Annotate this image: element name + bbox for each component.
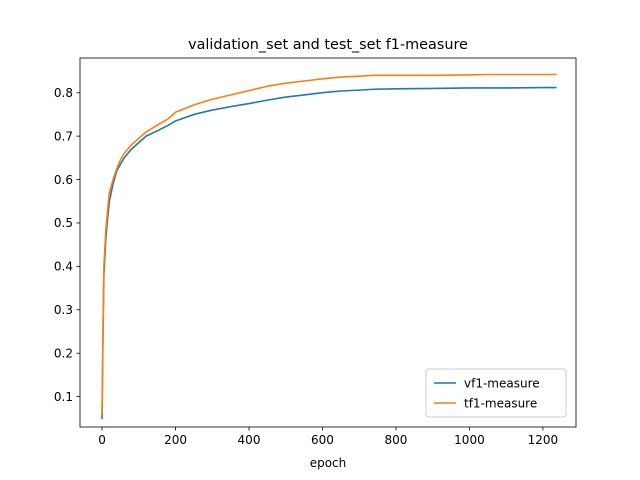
plot-lines: [101, 73, 557, 420]
x-tick-label: 600: [311, 433, 334, 447]
chart-title: validation_set and test_set f1-measure: [188, 37, 468, 53]
x-axis-title: epoch: [310, 456, 347, 470]
x-tick-label: 1200: [528, 433, 559, 447]
y-tick-label: 0.8: [54, 86, 73, 100]
x-tick-label: 0: [98, 433, 106, 447]
y-tick-label: 0.5: [54, 216, 73, 230]
y-tick-label: 0.3: [54, 303, 73, 317]
legend-box: [425, 368, 567, 418]
legend: vf1-measure tf1-measure: [425, 368, 567, 418]
x-tick-label: 800: [385, 433, 408, 447]
legend-label: vf1-measure: [464, 376, 540, 390]
plot-area-frame: [79, 57, 577, 428]
x-axis: 0 200 400 600 800 1000 1200: [98, 427, 558, 447]
y-tick-label: 0.4: [54, 260, 73, 274]
y-axis: 0.1 0.2 0.3 0.4 0.5 0.6 0.7 0.8: [54, 86, 80, 404]
legend-label: tf1-measure: [464, 396, 537, 410]
series-line-vf1-measure: [101, 86, 557, 420]
x-tick-label: 400: [238, 433, 261, 447]
series-line-tf1-measure: [101, 73, 557, 415]
y-tick-label: 0.6: [54, 173, 73, 187]
y-tick-label: 0.1: [54, 390, 73, 404]
y-tick-label: 0.2: [54, 346, 73, 360]
y-tick-label: 0.7: [54, 129, 73, 143]
x-tick-label: 200: [164, 433, 187, 447]
x-tick-label: 1000: [454, 433, 485, 447]
